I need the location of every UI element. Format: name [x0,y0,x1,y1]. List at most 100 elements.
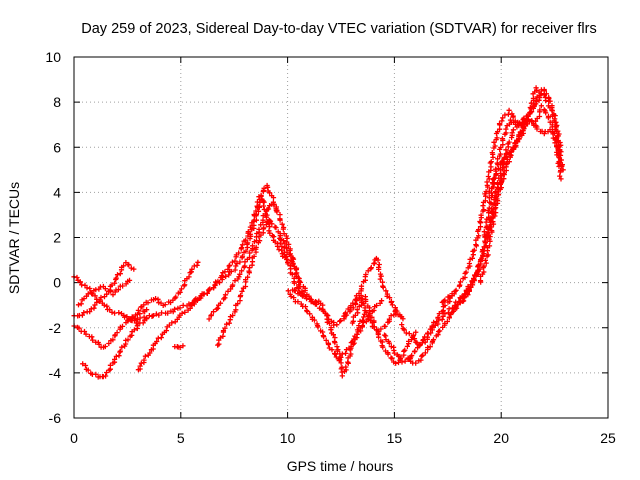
data-point-run [228,274,242,292]
data-point-run [512,121,524,129]
data-point-run [331,318,344,328]
data-point-run [386,340,397,356]
data-point-run [467,264,481,290]
x-axis-label: GPS time / hours [287,458,394,474]
x-tick-label: 20 [493,430,509,446]
data-point-run [314,301,327,315]
data-point-run [170,290,181,303]
data-point-run [75,296,87,308]
data-point-run [109,309,122,316]
y-tick-label: 4 [53,184,61,200]
data-point-run [534,126,545,135]
data-point-run [113,263,127,281]
data-point-run [416,339,428,349]
data-point-run [337,350,349,363]
series-track-6 [135,259,201,313]
data-point-run [206,305,221,322]
y-tick-label: -6 [49,410,62,426]
data-point-run [174,312,183,322]
data-point-run [269,201,280,215]
data-point-run [302,304,315,320]
data-point-run [477,260,489,285]
data-point-run [362,294,373,314]
data-point-run [232,292,244,315]
data-point-run [83,288,97,299]
data-point-run [499,121,513,142]
data-point [560,167,566,173]
series-track-21 [439,107,530,305]
data-point-run [210,273,225,291]
data-point-run [463,247,477,275]
data-point-run [329,330,341,354]
data-point-run [410,358,422,366]
data-point-run [525,116,537,127]
data-point-run [161,324,170,335]
data-point-run [446,287,459,300]
data-point-run [134,314,150,323]
data-point-run [146,311,159,319]
data-point-run [375,330,385,349]
data-point-run [189,295,204,308]
data-point-run [424,327,435,342]
data-point-run [363,265,374,278]
series-track-14 [285,288,385,363]
data-point-run [354,323,365,341]
x-tick-label: 5 [177,430,185,446]
data-point-run [505,130,515,150]
data-point-run [284,256,297,286]
data-point-run [339,364,349,379]
data-point-run [538,91,549,104]
data-point-run [179,307,191,316]
data-point-run [71,323,84,334]
data-point [558,176,564,182]
data-point-run [482,224,495,263]
data-point-run [381,332,392,344]
data-points [71,85,566,380]
y-tick-label: 0 [53,275,61,291]
data-point-run [545,113,556,135]
data-point-run [237,250,253,277]
data-point-run [429,317,442,330]
data-point-run [403,330,415,340]
data-point-run [125,315,138,324]
data-point-run [277,235,290,260]
data-point-run [92,293,105,306]
data-point-run [118,311,130,320]
data-point-run [232,242,246,264]
x-tick-label: 0 [70,430,78,446]
series-track-3 [71,307,150,350]
data-point-run [473,215,484,249]
data-point-run [148,340,158,353]
data-point-run [384,293,395,308]
data-point-run [461,287,472,304]
y-tick-label: -2 [49,320,62,336]
data-point-run [88,370,101,380]
data-point-run [135,359,147,373]
data-point-run [373,255,384,282]
data-point-run [541,86,552,102]
data-point-run [81,328,96,343]
y-tick-label: 2 [53,230,61,246]
data-point-run [267,230,278,245]
data-point-run [533,85,542,95]
data-point-run [487,166,499,205]
series-track-17 [349,294,419,366]
x-tick-label: 10 [280,430,296,446]
data-point-run [477,243,489,267]
data-point-run [239,265,253,294]
data-point-run [520,118,529,128]
data-point-run [371,257,378,267]
data-point [398,313,404,320]
data-point-run [551,130,564,179]
series-track-2 [71,260,137,319]
data-point-run [187,262,200,276]
y-tick-label: -4 [49,365,62,381]
data-point-run [285,288,297,301]
data-point-run [485,143,498,182]
y-tick-label: 8 [53,94,61,110]
data-point [180,343,186,349]
data-point-run [380,344,391,357]
data-point-run [503,146,515,160]
data-point-run [538,103,549,116]
